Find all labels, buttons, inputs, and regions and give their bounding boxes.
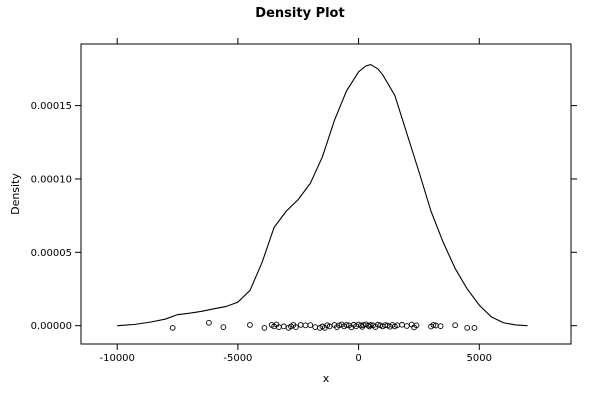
rug-point — [169, 325, 176, 331]
x-tick-label: -5000 — [223, 353, 252, 364]
rug-point — [312, 324, 318, 330]
rug-point — [307, 322, 314, 328]
x-tick-label: 5000 — [467, 353, 492, 364]
rug-point — [343, 322, 350, 328]
x-tick-label: -10000 — [99, 353, 134, 364]
y-axis: 0.00000 0.00005 0.00010 0.00015 — [31, 101, 577, 332]
rug-point — [206, 319, 212, 326]
rug-point — [367, 322, 374, 328]
y-tick-label: 0.00015 — [31, 101, 72, 112]
density-curve — [117, 63, 528, 327]
x-tick-label: 0 — [355, 353, 361, 364]
y-tick-label: 0.00010 — [31, 174, 72, 185]
x-axis: -10000 -5000 0 5000 — [99, 38, 492, 364]
rug-points — [169, 319, 478, 331]
chart-title: Density Plot — [255, 6, 344, 21]
rug-point — [413, 322, 420, 329]
rug-point — [292, 324, 299, 330]
y-tick-label: 0.00005 — [31, 248, 72, 259]
y-tick-label: 0.00000 — [31, 321, 72, 332]
rug-point — [430, 322, 437, 328]
rug-point — [261, 325, 268, 331]
rug-point — [302, 322, 309, 329]
plot-frame — [80, 43, 572, 345]
x-axis-label: x — [323, 372, 330, 385]
rug-point — [280, 323, 287, 330]
rug-point — [437, 323, 444, 329]
rug-point — [375, 321, 381, 328]
y-axis-label: Density — [9, 173, 22, 215]
rug-point — [297, 322, 304, 328]
rug-point — [247, 322, 253, 328]
rug-point — [452, 322, 458, 329]
rug-point — [464, 325, 471, 331]
rug-point — [366, 323, 373, 330]
rug-point — [471, 325, 478, 331]
rug-point — [220, 324, 227, 330]
rug-point — [382, 322, 388, 328]
rug-point — [399, 321, 405, 328]
rug-point — [404, 323, 410, 329]
